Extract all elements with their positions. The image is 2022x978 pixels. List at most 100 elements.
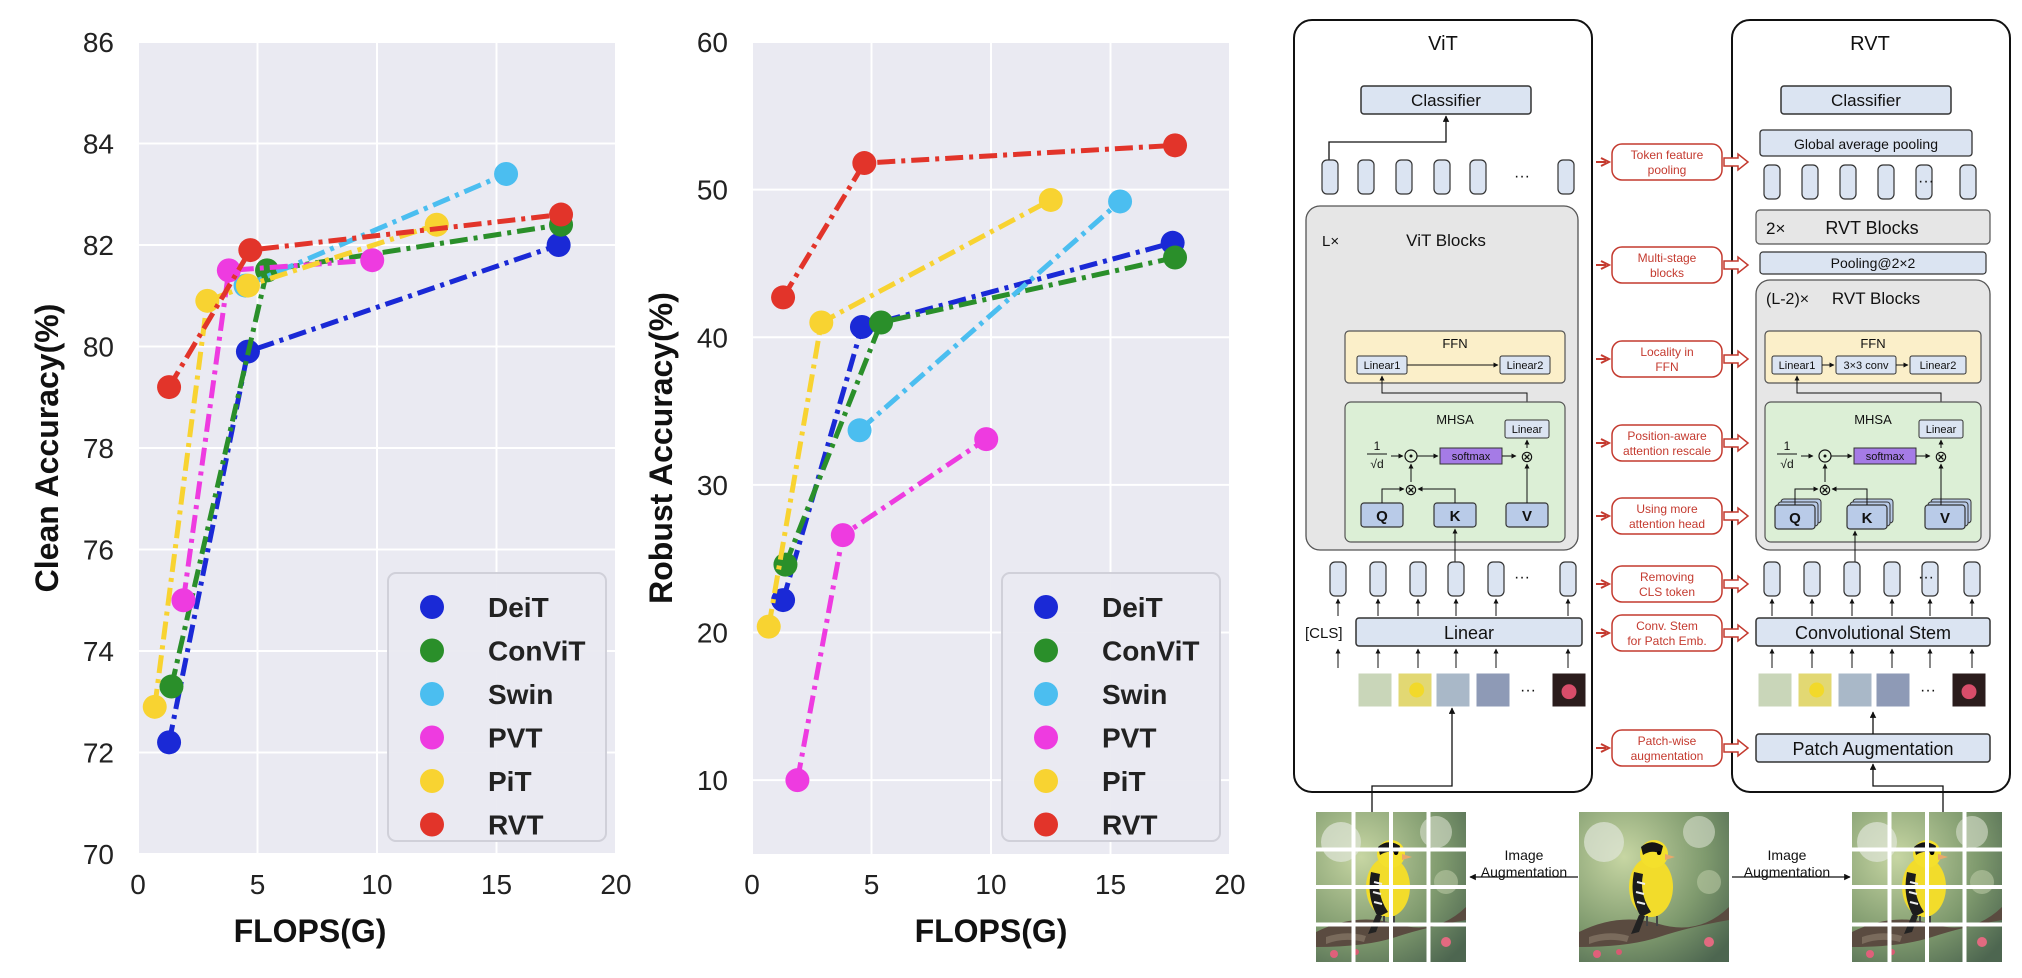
- legend-marker: [420, 682, 444, 706]
- data-point: [1163, 133, 1188, 158]
- vit-patches: [1357, 672, 1587, 708]
- vit-embed-label: Linear: [1444, 623, 1494, 643]
- series-pit: [756, 187, 1063, 639]
- rvt-patch-aug-label: Patch Augmentation: [1792, 739, 1953, 759]
- rvt-classifier-box: [1780, 85, 1952, 115]
- y-tick-label: 78: [83, 433, 114, 464]
- left-patch-grid-lines: [1316, 812, 1466, 962]
- series-line: [152, 222, 438, 708]
- rvt-mid-ellipsis: ···: [1918, 569, 1934, 586]
- change-arrow-in: [1596, 628, 1612, 638]
- vit-patch-ellipsis: ···: [1520, 682, 1536, 699]
- vit-v-label: V: [1522, 508, 1532, 525]
- series-line: [169, 222, 562, 688]
- left-augmented-image: [1315, 811, 1467, 963]
- legend-marker: [420, 638, 444, 663]
- rvt-patch-ellipsis: ···: [1920, 682, 1936, 699]
- vit-title: ViT: [1428, 33, 1458, 55]
- y-tick-labels: 70 72 74 76 78 80 82 84 86: [83, 27, 114, 870]
- change-label-2: CLS token: [1639, 585, 1695, 599]
- data-point: [549, 202, 574, 227]
- series-line: [857, 199, 1122, 433]
- data-point: [974, 427, 999, 452]
- token: [1369, 561, 1387, 597]
- change-arrow-out: [1723, 152, 1750, 172]
- vit-linear2-box: [1499, 355, 1551, 375]
- change-arrow-out: [1723, 255, 1750, 275]
- data-point: [847, 418, 872, 443]
- data-point: [809, 310, 834, 335]
- rvt-input-tokens: [1763, 561, 1981, 668]
- data-point: [142, 694, 167, 719]
- change-label-2: pooling: [1648, 163, 1687, 177]
- legend-marker: [1034, 682, 1058, 706]
- token: [1409, 561, 1427, 597]
- token: [1883, 561, 1901, 597]
- data-point: [1038, 187, 1063, 212]
- series-rvt: [157, 202, 574, 400]
- y-tick-label: 50: [697, 175, 728, 206]
- legend-marker: [1034, 769, 1058, 793]
- vit-k-arrow: [1417, 486, 1456, 503]
- data-point: [756, 614, 781, 639]
- token: [1321, 159, 1339, 195]
- vit-mhsa-linear-box: [1504, 419, 1550, 439]
- rvt-gap-label: Global average pooling: [1794, 136, 1938, 152]
- legend-label: Swin: [488, 679, 553, 710]
- legend-marker: [420, 595, 444, 619]
- rvt-scale-dot-center: [1823, 454, 1827, 458]
- token: [1357, 159, 1375, 195]
- token: [1877, 164, 1895, 200]
- change-arrow-out: [1723, 433, 1750, 453]
- y-tick-label: 72: [83, 738, 114, 769]
- legend-label: Swin: [1102, 679, 1167, 710]
- series-layer: [142, 161, 574, 755]
- token: [1963, 561, 1981, 597]
- rvt-k-stack: K: [1846, 498, 1894, 530]
- vit-cls-token: [CLS]: [1305, 625, 1343, 642]
- change-arrow-in: [1596, 438, 1612, 448]
- y-tick-label: 84: [83, 129, 114, 160]
- rvt-blocks-count: (L-2)×: [1766, 291, 1809, 308]
- token: [1557, 159, 1575, 195]
- data-point: [216, 258, 241, 283]
- rvt-stem-label: Convolutional Stem: [1795, 623, 1951, 643]
- change-box: [1611, 729, 1723, 767]
- legend-label: PiT: [488, 766, 532, 797]
- change-label-2: augmentation: [1631, 749, 1704, 763]
- series-line: [780, 142, 1176, 299]
- legend-label: PVT: [1102, 723, 1156, 754]
- rvt-v-head-1: [1924, 504, 1966, 530]
- rvt-v-stack: V: [1924, 498, 1972, 530]
- vit-scale-denominator: √d: [1370, 457, 1383, 471]
- legend: DeiT ConViT Swin PVT PiT RVT: [387, 572, 607, 842]
- vit-mhsa-label: MHSA: [1436, 412, 1474, 427]
- rvt-mhsa-linear-box: [1918, 419, 1964, 439]
- token: [1395, 159, 1413, 195]
- data-point: [159, 674, 184, 699]
- token: [1843, 561, 1861, 597]
- rvt-linear1-label: Linear1: [1779, 360, 1816, 372]
- rvt-pooling-label: Pooling@2×2: [1831, 255, 1916, 271]
- change-label-1: Conv. Stem: [1636, 619, 1698, 633]
- vit-classifier-box: [1360, 85, 1532, 115]
- x-tick-labels: 0 5 10 15 20: [744, 869, 1245, 900]
- data-point: [171, 588, 196, 613]
- rvt-v-label: V: [1940, 510, 1950, 527]
- data-point: [771, 285, 796, 310]
- change-label-1: Token feature: [1631, 148, 1704, 162]
- right-augmentation-label-2: Augmentation: [1744, 864, 1830, 880]
- legend: DeiT ConViT Swin PVT PiT RVT: [1001, 572, 1221, 842]
- vit-embed-box: [1355, 617, 1583, 647]
- vit-ffn-label: FFN: [1442, 336, 1467, 351]
- y-tick-label: 76: [83, 535, 114, 566]
- change-label-1: Patch-wise: [1638, 734, 1697, 748]
- rvt-gap-box: [1759, 129, 1973, 157]
- data-point: [773, 552, 798, 577]
- data-point: [195, 288, 220, 313]
